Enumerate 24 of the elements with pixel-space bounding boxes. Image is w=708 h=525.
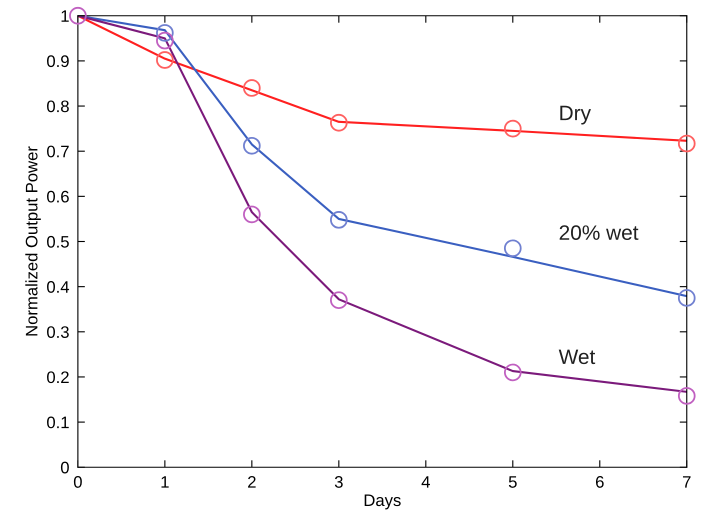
y-tick-label: 0.4 [47, 281, 70, 293]
y-tick-label: 0.8 [47, 100, 69, 112]
y-tick-label: 0.2 [47, 371, 69, 384]
x-tick-label: 7 [682, 476, 691, 488]
y-tick-label: 0.7 [47, 146, 69, 158]
y-tick-label: 0.9 [47, 55, 69, 68]
x-tick-label: 1 [162, 476, 169, 488]
series-label: Wet [558, 350, 596, 364]
y-axis-title: Normalized Output Power [25, 146, 41, 336]
y-tick-label: 0.3 [47, 326, 69, 338]
x-tick-label: 4 [422, 476, 430, 488]
y-tick-label: 0.1 [47, 416, 69, 428]
y-tick-label: 0 [60, 462, 69, 474]
y-tick-label: 0.5 [47, 236, 69, 248]
x-tick-label: 0 [74, 476, 82, 488]
x-axis-title: Days [364, 494, 401, 510]
x-tick-label: 2 [248, 476, 256, 488]
y-tick-label: 1 [62, 10, 69, 22]
x-tick-label: 3 [334, 476, 343, 488]
series-label: 20% wet [560, 225, 638, 240]
x-tick-label: 5 [508, 476, 517, 488]
y-tick-label: 0.6 [47, 190, 69, 203]
x-tick-label: 6 [596, 476, 604, 488]
series-label: Dry [560, 106, 591, 124]
